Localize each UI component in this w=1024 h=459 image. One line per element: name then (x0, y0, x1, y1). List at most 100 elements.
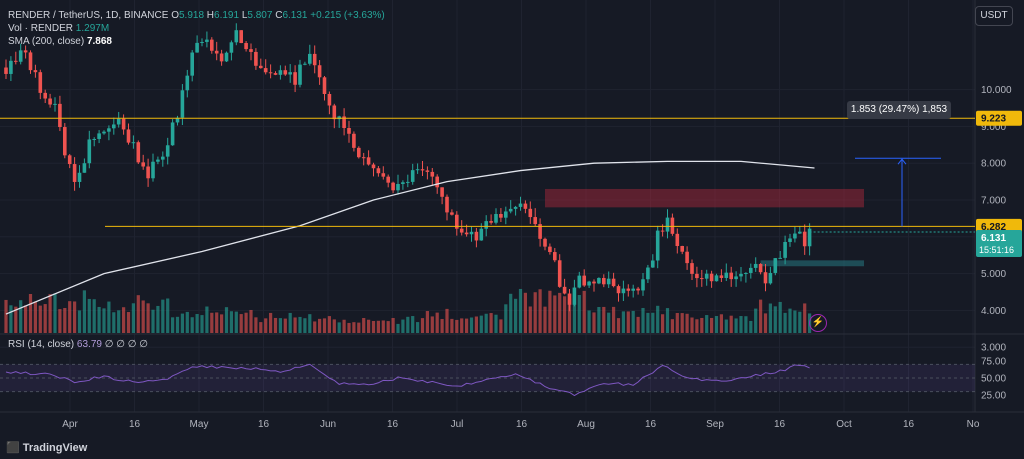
alert-icon[interactable]: ⚡ (809, 314, 827, 332)
volume-bar (714, 316, 719, 333)
candle (283, 70, 288, 75)
candle (744, 272, 748, 274)
volume-bar (518, 288, 523, 333)
volume-bar (215, 312, 219, 333)
volume-bar (543, 306, 547, 333)
volume-bar (332, 319, 336, 333)
volume-bar (661, 314, 665, 333)
volume-bar (788, 308, 792, 333)
candle (807, 228, 812, 247)
candle (77, 172, 82, 182)
indicator-lines (0, 117, 975, 315)
low-value: 5.807 (247, 10, 273, 21)
volume-bar (112, 312, 116, 333)
rsi-pane (0, 363, 975, 397)
candle (631, 288, 635, 291)
candle (523, 203, 528, 209)
candle (592, 281, 596, 284)
volume-value: 1.297M (75, 23, 110, 34)
volume-bar (558, 292, 562, 333)
candle (219, 53, 224, 62)
candle (675, 233, 680, 247)
level-price-label: 9.223 (981, 114, 1006, 125)
candle (455, 214, 459, 229)
candle (401, 182, 405, 184)
volume-bar (563, 296, 567, 333)
candle (4, 67, 8, 74)
volume-bar (342, 319, 346, 333)
volume-bar (396, 323, 400, 333)
volume-bar (259, 322, 263, 333)
volume-bar (73, 301, 77, 333)
tradingview-logo[interactable]: ⬛ TradingView (6, 441, 87, 454)
candle (763, 272, 768, 284)
candle (366, 157, 371, 165)
rsi-tick-label: 25.00 (981, 391, 1006, 402)
candle (704, 273, 709, 279)
volume-bar (24, 305, 28, 333)
rsi-extras: ∅ ∅ ∅ ∅ (104, 339, 148, 350)
candle (229, 42, 234, 53)
candle (180, 90, 185, 118)
candle (239, 30, 243, 44)
last-price-label: 6.131 (981, 233, 1006, 244)
candle (347, 127, 351, 134)
sma-label[interactable]: SMA (200, close) (8, 36, 85, 47)
volume-bar (381, 320, 385, 333)
volume-bar (58, 309, 62, 333)
currency-button[interactable]: USDT (975, 6, 1013, 26)
candle (758, 263, 763, 273)
symbol-title[interactable]: RENDER / TetherUS, 1D, BINANCE (8, 10, 169, 21)
price-tick-label: 4.000 (981, 306, 1006, 317)
candle (690, 263, 694, 274)
volume-label[interactable]: Vol · RENDER (8, 23, 74, 34)
axes: 10.0009.0008.0007.0006.0005.0004.0003.00… (62, 85, 1022, 430)
high-value: 6.191 (214, 10, 240, 21)
candle (386, 176, 390, 183)
candle (102, 131, 106, 134)
candle (802, 231, 807, 247)
time-tick-label: 16 (129, 419, 141, 430)
volume-bar (141, 300, 145, 333)
volume-bar (636, 316, 640, 333)
last-price-tag (976, 229, 1022, 257)
candle (420, 169, 425, 171)
volume-bar (621, 311, 625, 333)
volume-bar (670, 319, 674, 333)
candle (602, 277, 606, 285)
high-label: H (206, 10, 215, 21)
candle (508, 208, 513, 212)
candle (185, 75, 190, 91)
candle (440, 187, 444, 197)
volume-bar (651, 312, 655, 333)
candle (415, 169, 420, 171)
candle (82, 163, 87, 173)
candle (28, 52, 33, 71)
candle (548, 246, 552, 253)
candle (587, 281, 591, 286)
volume-bar (77, 310, 82, 333)
volume-bar (229, 311, 233, 333)
candle (606, 278, 611, 285)
volume-bar (367, 319, 371, 333)
volume-bar (528, 306, 532, 333)
volume-bar (244, 312, 248, 333)
rsi-label[interactable]: RSI (14, close) (8, 339, 75, 350)
volume-bar (391, 317, 395, 333)
candle (342, 116, 346, 128)
volume-bar (278, 318, 282, 333)
volume-bar (724, 319, 728, 333)
candle (303, 63, 307, 65)
candle (136, 142, 141, 163)
candle (410, 170, 415, 182)
measure-label: 1.853 (29.47%) 1,853 (847, 101, 951, 119)
volume-bar (102, 308, 106, 333)
candle (572, 287, 577, 305)
volume-bar (533, 292, 537, 333)
volume-bar (768, 303, 772, 333)
volume-bar (156, 305, 160, 333)
volume-bar (327, 316, 331, 333)
volume-bar (455, 319, 459, 333)
candle (376, 168, 381, 174)
